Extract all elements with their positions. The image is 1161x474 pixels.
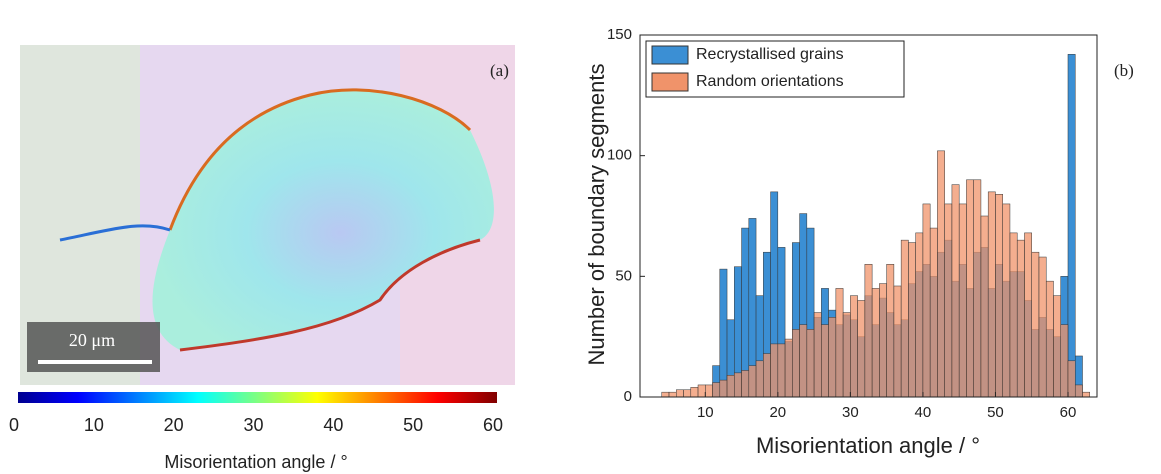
bar xyxy=(698,385,705,397)
bar xyxy=(734,373,741,397)
bar xyxy=(1061,325,1068,397)
bar xyxy=(800,325,807,397)
legend-label: Random orientations xyxy=(696,73,844,90)
bar xyxy=(901,240,908,397)
x-tick-label: 30 xyxy=(842,404,859,421)
x-tick-label: 10 xyxy=(697,404,714,421)
bar xyxy=(908,243,915,397)
bar xyxy=(1039,257,1046,397)
bar xyxy=(713,383,720,397)
bar xyxy=(836,288,843,397)
bar xyxy=(981,216,988,397)
x-tick-label: 60 xyxy=(1060,404,1077,421)
bar xyxy=(691,387,698,397)
y-tick-label: 0 xyxy=(624,388,632,405)
bar xyxy=(916,233,923,397)
bar xyxy=(966,180,973,397)
bar xyxy=(858,300,865,397)
bar xyxy=(742,370,749,397)
x-tick-label: 50 xyxy=(403,415,423,435)
bar xyxy=(879,284,886,397)
bar xyxy=(1068,361,1075,397)
x-tick-label: 30 xyxy=(243,415,263,435)
panel-label: (a) xyxy=(490,61,509,80)
bar xyxy=(923,204,930,397)
y-tick-label: 150 xyxy=(607,26,632,43)
legend-label: Recrystallised grains xyxy=(696,46,844,63)
bar xyxy=(887,264,894,397)
bar xyxy=(814,313,821,397)
y-tick-label: 100 xyxy=(607,147,632,164)
x-tick-label: 50 xyxy=(987,404,1004,421)
panel-label: (b) xyxy=(1114,61,1134,80)
bar xyxy=(865,264,872,397)
figure: 20 μm (a) Misorientation angle / ° (b) N… xyxy=(0,0,1161,474)
bar xyxy=(785,339,792,397)
bar xyxy=(771,344,778,397)
bar xyxy=(727,375,734,397)
bar xyxy=(720,269,727,397)
bar xyxy=(1003,204,1010,397)
bar xyxy=(1068,54,1075,397)
bar xyxy=(1082,392,1089,397)
bar xyxy=(1024,233,1031,397)
bar xyxy=(1010,233,1017,397)
bar xyxy=(756,361,763,397)
bar xyxy=(843,313,850,397)
scale-bar-label: 20 μm xyxy=(69,330,115,350)
x-tick-label: 40 xyxy=(323,415,343,435)
bar xyxy=(988,192,995,397)
bar xyxy=(829,317,836,397)
legend-swatch xyxy=(652,46,688,64)
bar xyxy=(778,344,785,397)
x-axis-label: Misorientation angle / ° xyxy=(164,452,347,472)
legend-swatch xyxy=(652,73,688,91)
bar xyxy=(749,366,756,397)
x-tick-label: 0 xyxy=(9,415,19,435)
bar xyxy=(1053,296,1060,397)
bar xyxy=(872,288,879,397)
bar xyxy=(676,390,683,397)
bar xyxy=(669,392,676,397)
bar xyxy=(821,325,828,397)
x-tick-label: 20 xyxy=(769,404,786,421)
bar xyxy=(720,380,727,397)
bar xyxy=(959,204,966,397)
bar xyxy=(763,354,770,397)
bar xyxy=(894,286,901,397)
bar xyxy=(1075,385,1082,397)
x-axis-label: Misorientation angle / ° xyxy=(756,433,980,458)
bar xyxy=(930,228,937,397)
bar xyxy=(850,296,857,397)
bar xyxy=(792,329,799,397)
bar xyxy=(945,204,952,397)
bar xyxy=(974,180,981,397)
colorbar xyxy=(18,392,497,403)
bar xyxy=(952,185,959,397)
bar xyxy=(1017,240,1024,397)
y-axis-label: Number of boundary segments xyxy=(584,63,609,365)
bar xyxy=(807,329,814,397)
bar xyxy=(937,151,944,397)
x-tick-label: 40 xyxy=(915,404,932,421)
bar xyxy=(995,194,1002,397)
x-tick-label: 20 xyxy=(164,415,184,435)
y-tick-label: 50 xyxy=(615,267,632,284)
bar xyxy=(662,392,669,397)
bar xyxy=(705,385,712,397)
bar xyxy=(1046,281,1053,397)
x-tick-label: 10 xyxy=(84,415,104,435)
x-tick-label: 60 xyxy=(483,415,503,435)
bar xyxy=(684,390,691,397)
bar xyxy=(1032,252,1039,397)
